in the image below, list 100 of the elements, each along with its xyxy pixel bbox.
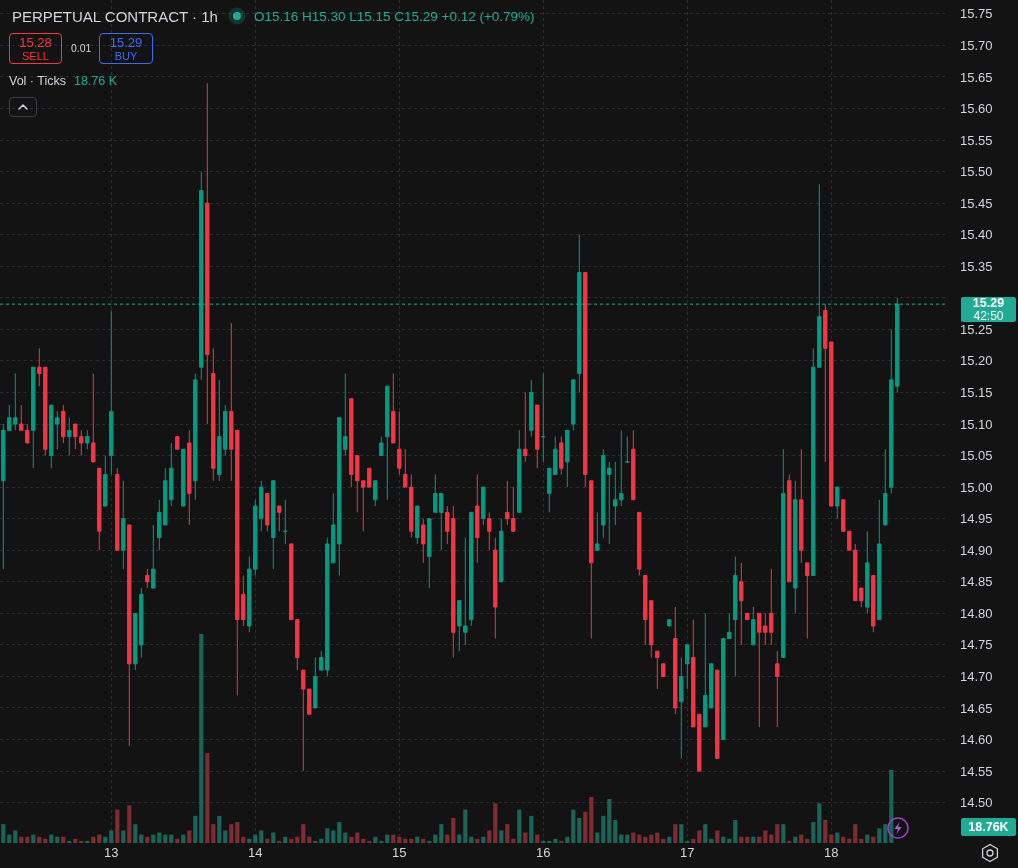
candlestick [589, 480, 594, 640]
bar [505, 824, 510, 843]
candlestick [199, 171, 204, 381]
bar [733, 820, 738, 843]
bar [307, 836, 312, 843]
candlestick [673, 606, 678, 715]
text: PERPETUAL CONTRACT · 1h [12, 7, 218, 25]
bar [637, 834, 642, 843]
candlestick [313, 656, 318, 709]
bar [811, 822, 816, 843]
y-tick-label: 15.20 [960, 353, 993, 369]
ref-line-label: 15.29 [971, 296, 1006, 311]
bar [829, 834, 834, 843]
y-tick-label: 15.60 [960, 101, 993, 117]
bar [349, 836, 354, 843]
candlestick [739, 562, 744, 646]
bar [49, 834, 54, 843]
candlestick [109, 309, 114, 475]
candlestick [583, 272, 588, 488]
bar [61, 836, 66, 843]
bar [613, 820, 618, 843]
bar [649, 834, 654, 843]
candlestick [535, 404, 540, 469]
buy-button: 15.29 BUY [99, 33, 153, 64]
bar [757, 836, 762, 843]
annotation: Vol · Ticks [9, 74, 66, 88]
bar [235, 822, 240, 843]
bar [343, 832, 348, 843]
bar [577, 817, 582, 843]
bar [499, 830, 504, 843]
bar [241, 836, 246, 843]
candlestick [283, 499, 288, 545]
bar [139, 834, 144, 843]
bar [211, 824, 216, 843]
candlestick [373, 480, 378, 507]
annotation: 0.01 [71, 42, 92, 54]
candlestick [85, 429, 90, 450]
bar [163, 834, 168, 843]
bar [883, 824, 888, 843]
candlestick [883, 448, 888, 526]
candlestick [775, 650, 780, 728]
candlestick [175, 436, 180, 450]
y-tick-label: 14.65 [960, 700, 993, 716]
candlestick [61, 404, 66, 444]
bar [523, 832, 528, 843]
candlestick [115, 467, 120, 551]
candlestick [205, 82, 210, 425]
bar [517, 809, 522, 843]
bar [205, 753, 210, 843]
candlestick [595, 511, 600, 551]
candlestick [799, 448, 804, 564]
candlestick [103, 455, 108, 507]
y-tick-label: 14.50 [960, 795, 993, 811]
candlestick [397, 410, 402, 475]
y-tick-label: 14.80 [960, 605, 993, 621]
bar [865, 834, 870, 843]
x-tick-label: 15 [392, 845, 407, 860]
candlestick [427, 518, 432, 589]
candlestick [91, 373, 96, 463]
bar [631, 832, 636, 843]
y-tick-label: 15.50 [960, 164, 993, 180]
candlestick [751, 606, 756, 646]
y-tick-label: 15.05 [960, 448, 993, 464]
sell-button: 15.28 SELL [9, 33, 62, 64]
y-tick-label: 14.95 [960, 511, 993, 527]
bar [871, 836, 876, 843]
candlestick [877, 499, 882, 621]
bar [451, 817, 456, 843]
bar [535, 834, 540, 843]
bar [169, 834, 174, 843]
bar [55, 836, 60, 843]
candlestick [517, 429, 522, 513]
bar [37, 836, 42, 843]
candlestick [631, 429, 636, 501]
bar [145, 836, 150, 843]
bar [853, 824, 858, 843]
candlestick [793, 480, 798, 614]
bar [487, 830, 492, 843]
y-tick-label: 15.45 [960, 195, 993, 211]
candlestick [487, 511, 492, 551]
candlestick [379, 436, 384, 457]
bar [799, 834, 804, 843]
bar [781, 824, 786, 843]
candlestick [781, 448, 786, 658]
y-tick-label: 14.70 [960, 668, 993, 684]
bar [355, 832, 360, 843]
bar [469, 836, 474, 843]
bar [565, 836, 570, 843]
candlestick [421, 518, 426, 564]
candlestick [187, 429, 192, 526]
bar [841, 836, 846, 843]
candlestick [211, 347, 216, 482]
y-tick-label: 15.00 [960, 479, 993, 495]
x-tick-label: 16 [536, 845, 551, 860]
candlestick [193, 373, 198, 501]
candlestick [541, 373, 546, 463]
bar [655, 832, 660, 843]
bar [31, 834, 36, 843]
candlestick [637, 511, 642, 576]
bar [745, 836, 750, 843]
